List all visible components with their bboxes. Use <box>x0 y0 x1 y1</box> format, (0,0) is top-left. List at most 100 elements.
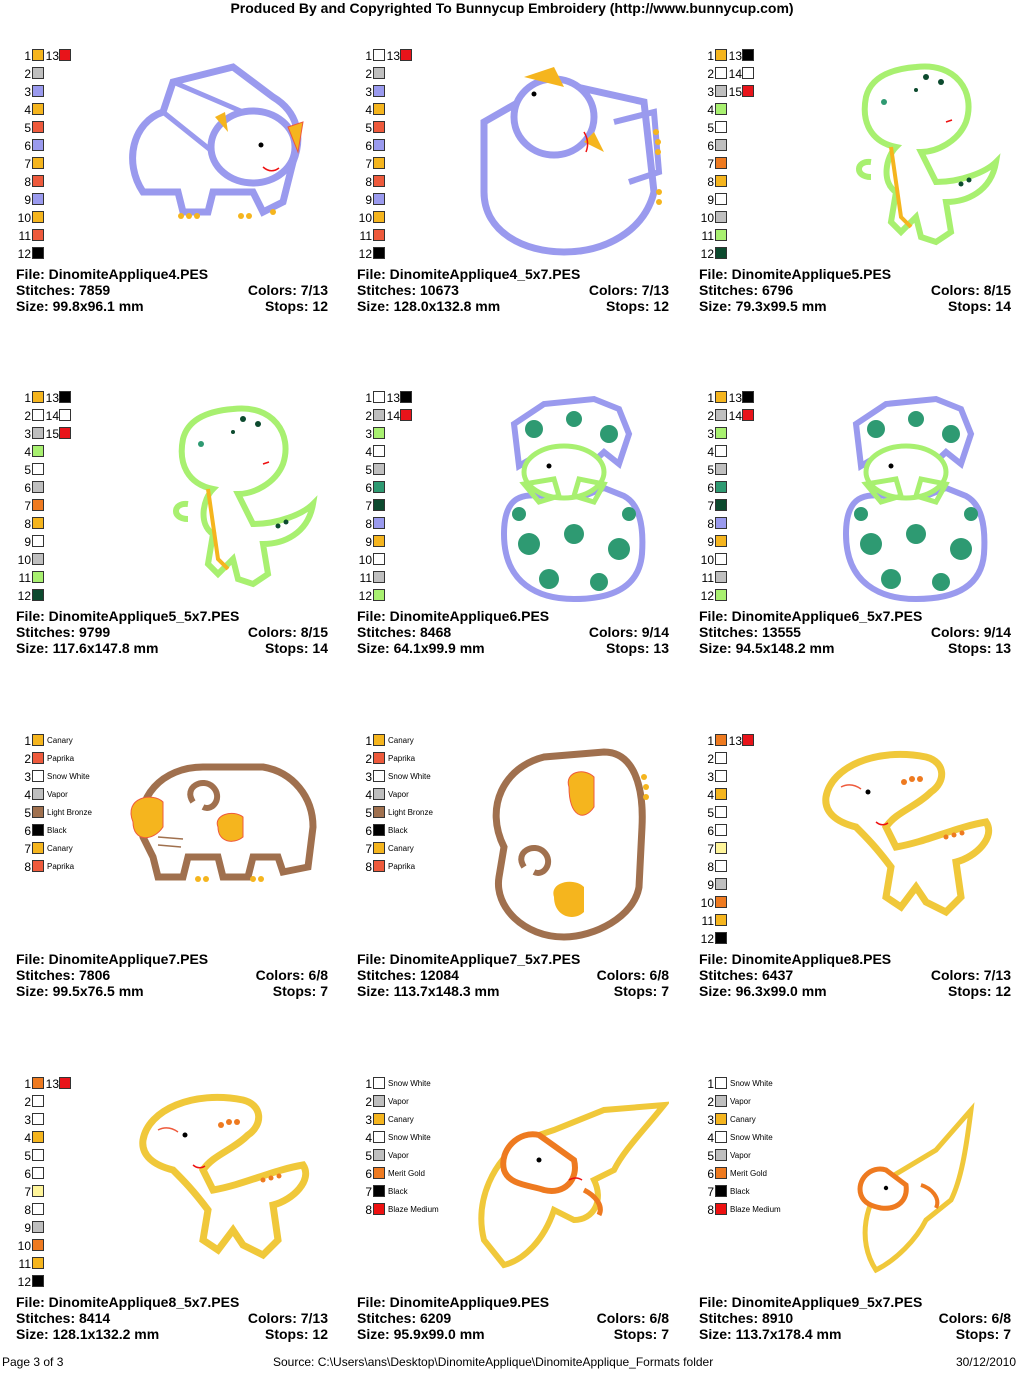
swatch-color <box>715 1167 727 1179</box>
design-size: Size: 64.1x99.9 mm <box>357 640 485 656</box>
swatch-color <box>715 427 727 439</box>
swatch-color <box>32 589 44 601</box>
swatch-color <box>32 571 44 583</box>
file-line: File: DinomiteApplique9.PES <box>357 1294 550 1310</box>
color-swatch-row: 6 <box>697 823 817 841</box>
swatch-color <box>715 103 727 115</box>
swatch-number: 5 <box>365 463 372 477</box>
file-line: File: DinomiteApplique5.PES <box>699 266 892 282</box>
file-line: File: DinomiteApplique6_5x7.PES <box>699 608 923 624</box>
swatch-name: Merit Gold <box>388 1169 425 1178</box>
swatch-color <box>32 211 44 223</box>
swatch-number: 13 <box>728 49 742 63</box>
color-swatch-row: 2 Vapor <box>355 1094 475 1112</box>
color-swatch-row: 1 13 <box>355 48 475 66</box>
swatch-color <box>373 85 385 97</box>
swatch-color <box>373 1131 385 1143</box>
swatch-color <box>373 157 385 169</box>
swatch-number: 7 <box>707 842 714 856</box>
file-line: File: DinomiteApplique5_5x7.PES <box>16 608 240 624</box>
swatch-number: 9 <box>707 193 714 207</box>
page-header: Produced By and Copyrighted To Bunnycup … <box>230 0 794 16</box>
swatch-name: Snow White <box>730 1133 773 1142</box>
swatch-color <box>715 139 727 151</box>
stop-count: Stops: 12 <box>264 298 328 314</box>
swatch-color <box>373 1185 385 1197</box>
color-swatch-row: 9 <box>697 877 817 895</box>
design-artwork <box>103 727 328 952</box>
stitch-count: Stitches: 8414 <box>16 1310 111 1326</box>
color-swatch-row: 1 Snow White <box>355 1076 475 1094</box>
swatch-color <box>373 571 385 583</box>
swatch-name: Canary <box>388 1115 414 1124</box>
swatch-number: 2 <box>707 67 714 81</box>
swatch-color <box>715 1095 727 1107</box>
swatch-number: 3 <box>707 85 714 99</box>
design-info: File: DinomiteApplique9.PES Stitches: 620… <box>357 1294 669 1342</box>
color-swatch-row: 9 <box>355 534 475 552</box>
swatch-number: 14 <box>728 67 742 81</box>
swatch-color <box>32 499 44 511</box>
swatch-color <box>32 481 44 493</box>
swatch-color <box>373 535 385 547</box>
stop-count: Stops: 13 <box>947 640 1011 656</box>
design-info: File: DinomiteApplique4.PES Stitches: 785… <box>16 266 328 314</box>
design-artwork <box>444 727 669 952</box>
ammonite-tilted-illustration <box>492 748 649 941</box>
color-swatch-row: 7 <box>14 498 134 516</box>
swatch-number: 3 <box>365 1113 372 1127</box>
swatch-number: 4 <box>24 788 31 802</box>
swatch-number: 14 <box>386 409 400 423</box>
swatch-number: 13 <box>45 49 59 63</box>
swatch-number: 7 <box>365 842 372 856</box>
color-swatch-row: 2 14 <box>697 408 817 426</box>
swatch-number: 11 <box>701 571 714 585</box>
swatch-number: 4 <box>707 788 714 802</box>
swatch-number: 7 <box>707 499 714 513</box>
swatch-number: 12 <box>700 247 714 261</box>
design-cell: 1 13 2 14 3 4 5 6 7 8 9 10 11 12 File: DinomiteAppliq… <box>349 364 669 694</box>
color-swatch-row: 11 <box>697 913 817 931</box>
swatch-number: 5 <box>24 806 31 820</box>
design-artwork <box>103 42 328 267</box>
color-count: Colors: 6/8 <box>596 967 669 983</box>
swatch-number: 9 <box>707 878 714 892</box>
stitch-count: Stitches: 8910 <box>699 1310 794 1326</box>
stitch-count: Stitches: 10673 <box>357 282 459 298</box>
swatch-number: 4 <box>24 103 31 117</box>
stop-count: Stops: 7 <box>613 1326 669 1342</box>
swatch-name: Canary <box>388 844 414 853</box>
swatch-color <box>59 391 71 403</box>
color-swatch-row: 11 <box>14 228 134 246</box>
color-swatch-row: 3 Snow White <box>14 769 134 787</box>
swatch-number: 3 <box>24 1113 31 1127</box>
egg-illustration <box>842 395 988 603</box>
color-swatch-row: 4 <box>14 102 134 120</box>
swatch-number: 7 <box>365 157 372 171</box>
design-info: File: DinomiteApplique7.PES Stitches: 780… <box>16 951 328 999</box>
design-size: Size: 79.3x99.5 mm <box>699 298 827 314</box>
swatch-number: 10 <box>17 1239 31 1253</box>
swatch-color <box>32 1131 44 1143</box>
swatch-number: 12 <box>17 247 31 261</box>
swatch-color <box>32 247 44 259</box>
swatch-number: 4 <box>365 445 372 459</box>
swatch-name: Black <box>388 1187 408 1196</box>
stitches-line: Stitches: 7859 Colors: 7/13 <box>16 282 328 298</box>
stop-count: Stops: 14 <box>947 298 1011 314</box>
swatch-number: 8 <box>707 175 714 189</box>
design-cell: 1 13 2 3 4 5 6 7 8 9 10 11 12 File: DinomiteApplique… <box>8 22 328 352</box>
swatch-number: 9 <box>24 193 31 207</box>
swatch-name: Snow White <box>730 1079 773 1088</box>
color-swatch-row: 6 <box>14 480 134 498</box>
swatch-number: 1 <box>24 391 31 405</box>
pterodactyl-small-illustration <box>857 1102 975 1274</box>
size-line: Size: 117.6x147.8 mm Stops: 14 <box>16 640 328 656</box>
swatch-name: Canary <box>47 736 73 745</box>
color-swatch-row: 10 <box>14 1238 134 1256</box>
swatch-number: 13 <box>45 1077 59 1091</box>
swatch-number: 3 <box>24 85 31 99</box>
swatch-color <box>715 914 727 926</box>
color-swatch-row: 6 <box>697 138 817 156</box>
swatch-color <box>32 1149 44 1161</box>
